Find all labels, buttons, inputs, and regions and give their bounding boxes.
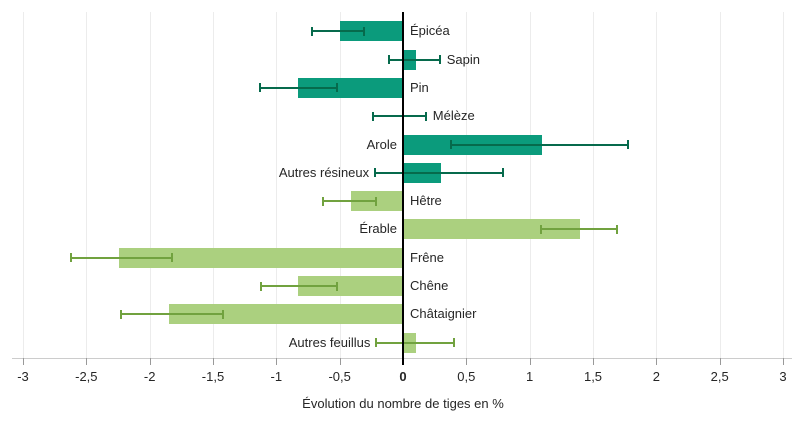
gridline [213, 12, 214, 358]
error-bar-cap [222, 309, 225, 319]
error-bar-chataignier [120, 313, 224, 316]
x-axis-tick [213, 358, 214, 365]
error-bar-cap [260, 281, 263, 291]
bar-erable [403, 219, 581, 240]
x-tick-label: 0,5 [457, 369, 476, 384]
error-bar-cap [616, 224, 619, 234]
gridline [86, 12, 87, 358]
gridline [276, 12, 277, 358]
error-bar-frene [71, 256, 173, 259]
error-bar-epicea [311, 30, 364, 33]
gridline [530, 12, 531, 358]
bar-chene [297, 276, 403, 296]
gridline [466, 12, 467, 358]
x-axis-tick [86, 358, 87, 365]
error-bar-cap [375, 338, 378, 348]
bar-pin [297, 77, 403, 98]
error-bar-autres-feuillus [376, 341, 454, 344]
x-axis-title: Évolution du nombre de tiges en % [302, 396, 504, 411]
bar-label-frene: Frêne [410, 249, 444, 265]
gridline [593, 12, 594, 358]
bar-label-chene: Chêne [410, 278, 449, 293]
zero-axis-line [402, 12, 404, 365]
bar-label-erable: Érable [359, 221, 397, 237]
x-axis-tick [720, 358, 721, 365]
error-bar-cap [336, 83, 339, 93]
bar-label-chataignier: Châtaignier [410, 306, 477, 322]
x-tick-label: 1,5 [583, 369, 603, 384]
error-bar-cap [450, 140, 453, 149]
error-bar-cap [70, 253, 73, 263]
x-axis-tick [783, 358, 784, 365]
error-bar-autres-resineux [375, 171, 504, 174]
error-bar-chene [261, 285, 338, 287]
x-axis-tick [340, 358, 341, 365]
x-axis-tick [150, 358, 151, 365]
error-bar-cap [119, 309, 122, 319]
error-bar-cap [258, 83, 261, 93]
bar-label-sapin: Sapin [446, 51, 480, 67]
x-tick-label: 0 [399, 369, 407, 384]
bar-frene [119, 247, 403, 268]
error-bar-cap [362, 26, 365, 36]
error-bar-hetre [323, 200, 377, 203]
error-bar-pin [259, 86, 338, 89]
x-tick-label: -3 [17, 369, 29, 384]
x-axis-tick [593, 358, 594, 365]
bar-label-epicea: Épicéa [410, 23, 450, 39]
gridline [783, 12, 784, 358]
error-bar-cap [374, 168, 377, 178]
x-tick-label: -2,5 [75, 369, 98, 384]
error-bar-meleze [372, 115, 426, 118]
x-tick-label: 1 [526, 369, 534, 384]
error-bar-cap [452, 338, 455, 348]
error-bar-cap [322, 196, 325, 206]
error-bar-arole [451, 143, 629, 146]
error-bar-cap [336, 281, 339, 291]
x-tick-label: -2 [143, 369, 156, 384]
error-bar-cap [310, 26, 313, 36]
x-tick-label: -1,5 [201, 369, 225, 384]
x-tick-label: 2,5 [710, 369, 729, 384]
error-bar-cap [438, 55, 441, 65]
error-bar-cap [388, 55, 391, 65]
gridline [720, 12, 721, 358]
x-axis-tick [530, 358, 531, 365]
error-bar-cap [424, 111, 427, 121]
error-bar-cap [171, 253, 174, 263]
gridline [340, 12, 341, 358]
bar-label-arole: Arole [366, 136, 397, 152]
x-tick-label: -1 [270, 369, 283, 384]
bar-label-hetre: Hêtre [410, 193, 442, 209]
x-axis-tick [276, 358, 277, 365]
x-tick-label: 2 [652, 369, 660, 384]
x-tick-label: 3 [779, 369, 787, 384]
error-bar-cap [375, 196, 378, 206]
gridline [656, 12, 657, 358]
x-tick-label: -0,5 [328, 369, 351, 384]
error-bar-sapin [389, 58, 440, 61]
x-axis-tick [656, 358, 657, 365]
bar-label-autres-feuillus: Autres feuillus [288, 334, 371, 350]
gridline [150, 12, 151, 358]
error-bar-cap [627, 140, 630, 149]
bar-label-pin: Pin [410, 79, 429, 95]
error-bar-cap [371, 111, 374, 121]
bar-label-meleze: Mélèze [432, 108, 475, 124]
bar-epicea [339, 21, 403, 42]
bar-label-autres-resineux: Autres résineux [278, 164, 370, 180]
error-bar-cap [502, 168, 505, 178]
x-axis-tick [466, 358, 467, 365]
gridline [23, 12, 24, 358]
bar-chataignier [168, 304, 403, 325]
error-bar-erable [541, 228, 618, 231]
x-axis-tick [23, 358, 24, 365]
error-bar-cap [540, 224, 543, 234]
